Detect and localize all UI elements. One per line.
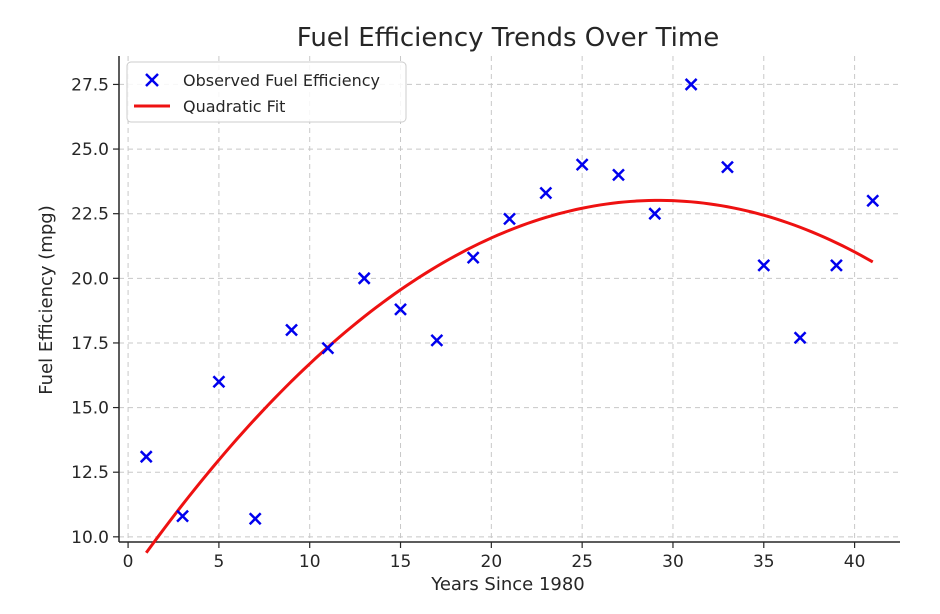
data-point [248, 512, 262, 526]
data-point [212, 375, 226, 389]
legend-marker-observed-stroke-b [145, 73, 159, 87]
data-point-stroke [866, 194, 880, 208]
data-point-stroke [612, 168, 625, 182]
ticks-layer: 0 5 10 15 20 25 30 35 40 10.0 12.5 15.0 17.5 20.0 22.5… [71, 75, 865, 572]
x-axis-label: Years Since 1980 [430, 574, 585, 595]
data-point [793, 331, 807, 345]
data-point-stroke [793, 331, 807, 345]
data-point-stroke [176, 509, 189, 523]
data-point [466, 251, 480, 265]
data-point-stroke [575, 158, 589, 171]
x-tick-label: 35 [753, 552, 775, 572]
y-tick-label: 27.5 [71, 75, 109, 95]
data-point-stroke [357, 271, 371, 285]
data-point [176, 509, 189, 523]
data-point [830, 259, 843, 272]
y-tick-label: 12.5 [71, 463, 109, 483]
data-point [139, 450, 153, 464]
x-tick-label: 30 [662, 552, 684, 572]
data-point-stroke [248, 512, 262, 526]
data-point [757, 259, 771, 272]
x-tick-label: 10 [299, 552, 321, 572]
data-point-stroke [830, 259, 843, 272]
data-point [430, 333, 444, 347]
data-point [866, 194, 880, 208]
data-point-stroke [139, 450, 153, 464]
data-point-stroke [430, 333, 444, 347]
data-point-stroke [503, 212, 516, 226]
quadratic-fit-line [145, 198, 874, 554]
data-point-stroke [539, 186, 553, 200]
data-point [721, 160, 734, 174]
data-point-stroke [285, 323, 298, 337]
series-layer [139, 78, 880, 554]
data-point [539, 186, 553, 200]
data-point [285, 323, 298, 337]
data-point-stroke [321, 341, 335, 355]
y-tick-label: 22.5 [71, 205, 109, 225]
data-point-stroke [648, 207, 662, 221]
data-point [684, 78, 698, 91]
y-tick-label: 15.0 [71, 399, 109, 419]
data-point [357, 271, 371, 285]
legend-marker-observed [145, 73, 159, 87]
data-point [503, 212, 516, 226]
data-point-stroke [212, 375, 226, 389]
legend-label-fit: Quadratic Fit [183, 97, 285, 116]
data-point [612, 168, 625, 182]
y-tick-label: 17.5 [71, 334, 109, 354]
data-point-stroke [684, 78, 698, 91]
x-tick-label: 5 [213, 552, 224, 572]
data-point-stroke [394, 302, 407, 316]
data-point [394, 302, 407, 316]
x-tick-label: 40 [844, 552, 866, 572]
data-point [648, 207, 662, 221]
legend-label-observed: Observed Fuel Efficiency [183, 71, 380, 90]
x-tick-label: 25 [571, 552, 593, 572]
chart-title: Fuel Efficiency Trends Over Time [297, 23, 719, 53]
data-point-stroke [721, 160, 734, 174]
y-tick-label: 10.0 [71, 528, 109, 548]
x-tick-label: 20 [481, 552, 503, 572]
points-layer [139, 78, 880, 526]
y-tick-label: 20.0 [71, 269, 109, 289]
grid-layer [119, 56, 900, 542]
x-tick-label: 15 [390, 552, 412, 572]
legend: Observed Fuel Efficiency Quadratic Fit [126, 61, 407, 123]
data-point-stroke [757, 259, 771, 272]
y-tick-label: 25.0 [71, 140, 109, 160]
y-axis-label: Fuel Efficiency (mpg) [36, 205, 57, 394]
x-tick-label: 0 [123, 552, 134, 572]
data-point-stroke [466, 251, 480, 265]
legend-box [126, 61, 407, 123]
data-point [575, 158, 589, 171]
data-point [321, 341, 335, 355]
